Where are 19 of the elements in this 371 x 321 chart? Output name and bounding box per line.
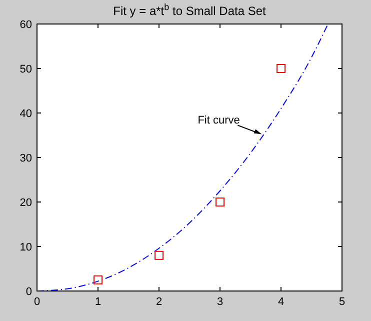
x-tick-label: 3	[216, 296, 224, 308]
point	[154, 250, 164, 260]
x-tick-label: 5	[338, 296, 346, 308]
y-tick-label: 30	[20, 152, 32, 164]
point	[216, 198, 224, 206]
y-tick-label: 60	[20, 19, 32, 31]
y-tick-label: 40	[20, 108, 32, 120]
point	[276, 64, 286, 73]
x-tick-label: 2	[156, 296, 162, 308]
y-tick-label: 20	[20, 197, 32, 209]
x-tick-label: 4	[278, 296, 284, 308]
x-tick-label: 0	[34, 296, 40, 308]
chart-title: Fit y = a*t$^{b}$ to Small Data Set	[113, 2, 267, 18]
x-tick-label: 1	[94, 296, 102, 308]
y-tick-label: 50	[20, 64, 32, 76]
annotation: Fit curve	[198, 114, 240, 126]
y-tick-label: 10	[20, 242, 32, 254]
point	[94, 275, 102, 284]
y-tick-label: 0	[26, 286, 32, 298]
